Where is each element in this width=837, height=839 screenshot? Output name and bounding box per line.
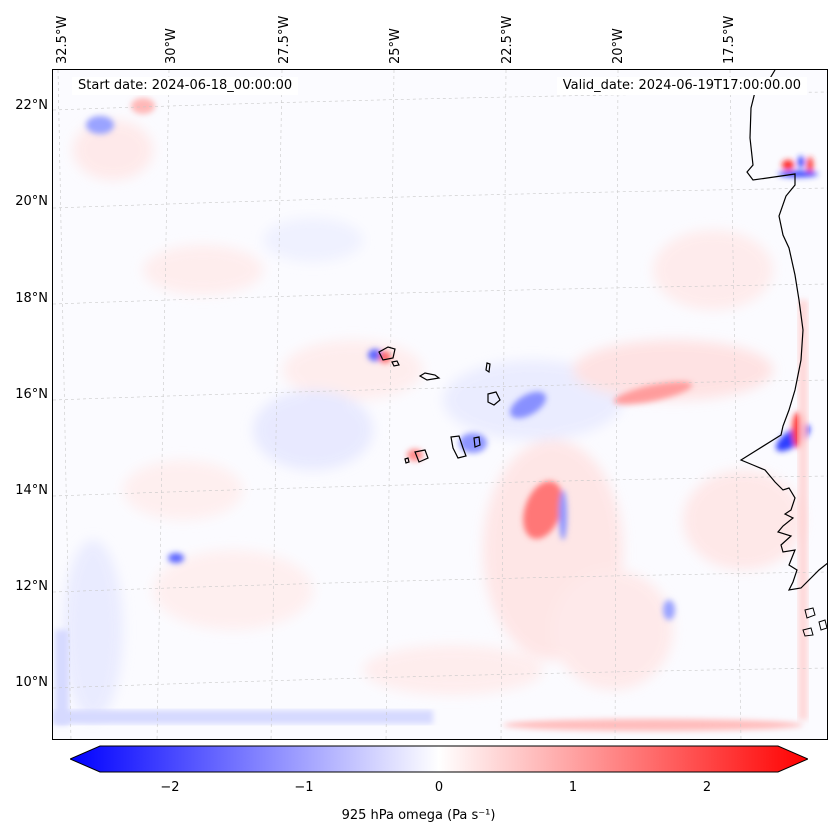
island-sao-nicolau (418, 372, 441, 381)
island-bijagos (802, 607, 827, 637)
lat-label: 12°N (15, 579, 48, 594)
colorbar-label: 925 hPa omega (Pa s⁻¹) (341, 808, 496, 823)
lat-label: 14°N (15, 483, 48, 498)
lat-label: 18°N (15, 291, 48, 306)
island-boa-vista (487, 391, 501, 406)
island-sao-vicente (391, 360, 400, 367)
lon-label: 27.5°W (277, 15, 292, 64)
island-brava (404, 457, 410, 464)
lat-label: 20°N (15, 194, 48, 209)
lon-label: 30°W (164, 28, 179, 64)
colorbar-tick: 1 (568, 780, 578, 795)
lon-label: 17.5°W (722, 15, 737, 64)
island-sal (485, 362, 491, 374)
lon-label: 32.5°W (55, 15, 70, 64)
colorbar (70, 745, 808, 773)
lat-label: 22°N (15, 98, 48, 113)
island-maio (473, 436, 481, 448)
island-santo-antao (378, 346, 396, 361)
lon-label: 22.5°W (500, 15, 515, 64)
valid-date-label: Valid_date: 2024-06-19T17:00:00.00 (556, 77, 807, 95)
african-coastline (739, 70, 827, 591)
map-area[interactable] (52, 69, 828, 740)
start-date-label: Start date: 2024-06-18_00:00:00 (72, 77, 299, 95)
colorbar-tick: −2 (160, 780, 180, 795)
lat-label: 10°N (15, 675, 48, 690)
colorbar-tick: 2 (702, 780, 712, 795)
lon-label: 20°W (611, 28, 626, 64)
island-santiago (450, 435, 467, 459)
lon-label: 25°W (388, 28, 403, 64)
colorbar-tick: 0 (434, 780, 444, 795)
island-fogo (414, 449, 429, 463)
lat-label: 16°N (15, 387, 48, 402)
colorbar-tick: −1 (294, 780, 314, 795)
omega-field (53, 70, 827, 739)
